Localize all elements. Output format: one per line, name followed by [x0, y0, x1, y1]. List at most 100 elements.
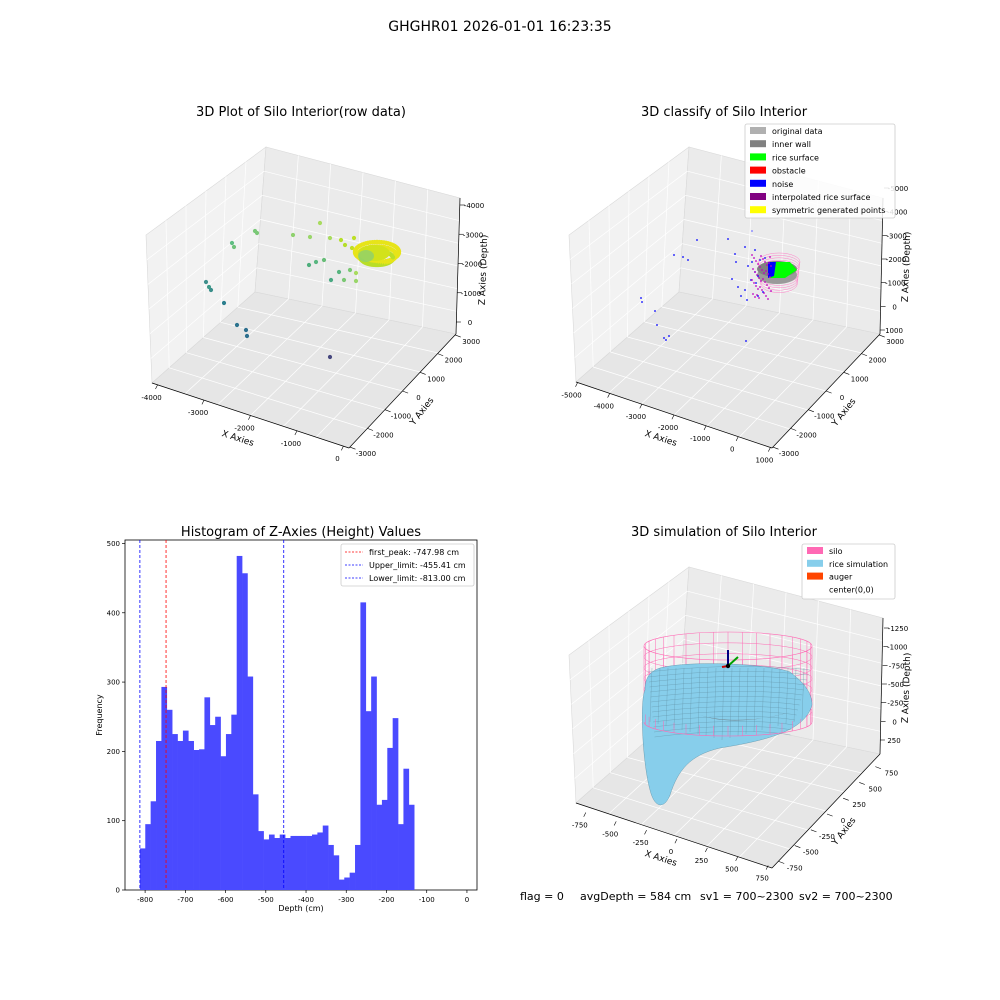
p2-x-tick-label: -4000	[594, 402, 614, 410]
panel-sim-ticks: -750-500-2500250500750-750-500-250025050…	[572, 625, 908, 882]
panel-classify-points	[640, 230, 801, 342]
classify-noise-point	[751, 261, 753, 263]
hist-bar	[338, 879, 345, 890]
classify-legend-label: inner wall	[772, 140, 811, 149]
p2-y-tick-label: -1000	[814, 413, 834, 421]
classify-legend-swatch	[750, 140, 766, 148]
p4-y-tick	[826, 813, 833, 817]
p2-y-tick	[879, 334, 885, 338]
hist-bar	[403, 768, 410, 890]
p2-x-tick	[607, 393, 611, 398]
rice-mesh-line	[785, 667, 789, 725]
raw-point	[206, 284, 212, 290]
p4-y-tick-label: 750	[885, 770, 898, 778]
sim-legend-label: center(0,0)	[829, 585, 874, 594]
raw-point	[349, 245, 355, 251]
classify-noise-point	[668, 335, 670, 337]
raw-point	[313, 259, 319, 265]
classify-legend-frame	[744, 123, 896, 219]
classify-interp-point	[763, 272, 765, 274]
hist-bar	[274, 838, 281, 890]
p4-x-tick	[705, 847, 708, 853]
p2-y-tick	[772, 446, 779, 450]
hist-bar	[139, 848, 146, 890]
p1-x-tick-label: -4000	[141, 394, 161, 402]
panel-simulation-3d: 3D simulation of Silo Interior -750-500-…	[568, 525, 913, 882]
rice-mesh-line	[801, 667, 805, 721]
panel-classify-ticks: -5000 -4000 -3000 -2000 -1000 0 1000 -3000 -2000…	[561, 185, 908, 464]
p2-y-tick	[808, 409, 815, 413]
sim-legend-swatch	[807, 572, 823, 580]
classify-noise-point	[755, 282, 757, 284]
hist-xtick-label: -500	[258, 896, 274, 904]
rice-mesh-line	[648, 676, 808, 683]
p2-z-tick-label: -1000	[885, 280, 905, 288]
rice-mesh-line	[665, 667, 669, 727]
p2-y-tick-label: 1000	[851, 375, 869, 383]
center-marker	[725, 663, 731, 669]
z-axis-line	[879, 197, 884, 335]
panel-raw-ylabel: Y Axies	[408, 396, 437, 429]
sim-legend-swatch	[807, 559, 823, 567]
rice-mesh-line	[793, 667, 797, 723]
hist-bar	[344, 877, 350, 890]
hist-bar	[182, 730, 189, 890]
p2-z-tick-label: -3000	[886, 232, 906, 240]
p1-y-tick-label: 3000	[462, 338, 480, 346]
hist-bar	[268, 834, 275, 890]
classify-noise-point	[731, 278, 733, 280]
classify-legend-swatch	[750, 153, 766, 161]
hist-ylabel: Frequency	[95, 694, 104, 736]
hist-ticks: -800 -700 -600 -500 -400 -300 -200 -100 0 0 100 200…	[107, 540, 470, 904]
rice-mesh-line	[753, 667, 757, 733]
p1-x-tick-label: 0	[335, 455, 339, 463]
grid-line	[661, 306, 863, 354]
classify-noise-point	[746, 299, 748, 301]
hist-ytick-label: 100	[107, 817, 120, 825]
raw-ring-point	[396, 248, 402, 254]
panel-raw-title: 3D Plot of Silo Interior(row data)	[196, 105, 406, 120]
p1-x-tick-label: -2000	[234, 425, 254, 433]
classify-interp-point	[761, 269, 763, 271]
grid-line	[146, 170, 265, 260]
p2-z-tick-label: -2000	[886, 256, 906, 264]
classify-interp-point	[751, 254, 753, 256]
hist-ytick-label: 0	[116, 887, 120, 895]
p4-x-tick-label: -250	[633, 839, 649, 847]
raw-point	[231, 244, 237, 250]
p1-y-tick	[349, 446, 356, 450]
classify-legend-swatch	[750, 127, 766, 134]
hist-bar	[220, 756, 227, 890]
hist-bar	[247, 676, 254, 890]
hist-bar	[285, 838, 291, 890]
hist-legend: first_peak: -747.98 cm Upper_limit: -455.…	[340, 543, 475, 587]
rice-mesh-line	[649, 686, 805, 693]
raw-point	[221, 300, 227, 306]
p4-y-tick-label: -250	[819, 833, 835, 841]
p4-y-tick	[778, 861, 785, 864]
hist-bar	[252, 794, 259, 890]
p2-x-tick-label: 0	[730, 446, 734, 454]
p4-z-tick-label: -250	[887, 700, 903, 708]
hist-legend-label: Upper_limit: -455.41 cm	[369, 561, 466, 570]
rice-mesh-line	[651, 701, 800, 708]
p1-y-tick	[437, 353, 444, 357]
classify-noise-point	[640, 297, 642, 299]
hist-bar	[225, 734, 232, 890]
p4-z-tick-label: -750	[889, 662, 905, 670]
hist-bar	[150, 801, 157, 890]
p1-y-tick-label: -1000	[391, 413, 411, 421]
classify-noise-point	[663, 337, 665, 339]
status-flag: flag = 0	[520, 890, 564, 903]
rice-mesh-line	[649, 667, 653, 723]
raw-point	[290, 232, 296, 238]
hist-bar	[161, 686, 168, 890]
hist-bars	[139, 555, 415, 890]
classify-legend-label: obstacle	[772, 167, 806, 176]
grid-line	[687, 590, 883, 642]
classify-interp-point	[768, 287, 770, 289]
hist-xtick-label: -600	[218, 896, 234, 904]
p4-y-tick	[843, 797, 849, 801]
classify-noise-point	[747, 265, 749, 267]
